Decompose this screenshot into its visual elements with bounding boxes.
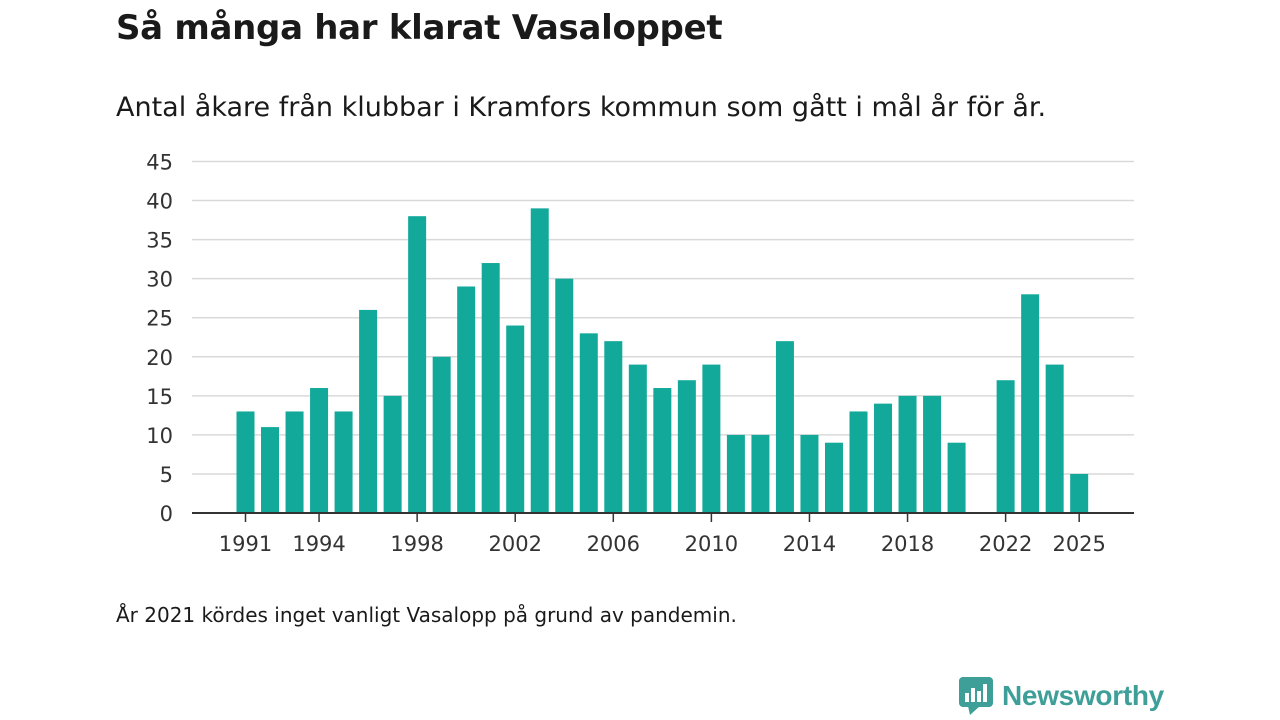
bar-1993 [285,411,304,513]
bar-1999 [432,356,451,513]
y-tick-label: 30 [146,268,173,292]
bar-1996 [359,309,378,513]
bar-2010 [702,364,721,513]
bar-1992 [261,427,280,513]
bar-2007 [628,364,647,513]
x-tick-label: 2010 [685,532,738,556]
bar-2009 [677,380,696,513]
bar-2015 [824,442,843,513]
bar-2023 [1021,294,1040,513]
bar-1994 [310,388,329,513]
bar-2008 [653,388,672,513]
x-tick-label: 2018 [881,532,934,556]
y-tick-label: 0 [160,502,173,526]
brand-name: Newsworthy [1002,680,1164,711]
y-axis-ticks: 0 5 10 15 20 25 30 35 40 45 [146,151,173,527]
footnote: År 2021 kördes inget vanligt Vasalopp på… [116,603,737,627]
bar-2013 [775,341,794,513]
x-tick-label: 2002 [488,532,541,556]
bar-2017 [874,403,893,513]
y-tick-label: 15 [146,385,173,409]
bar-2005 [579,333,598,513]
bar-2019 [923,395,942,513]
bar-2025 [1070,473,1089,513]
y-tick-label: 35 [146,229,173,253]
x-tick-label: 1998 [390,532,443,556]
chart-title: Så många har klarat Vasaloppet [116,8,723,48]
y-tick-label: 10 [146,424,173,448]
bar-2004 [555,278,574,513]
x-tick-label: 1994 [292,532,345,556]
bar-2018 [898,395,917,513]
bar-1998 [408,216,427,513]
chart-subtitle: Antal åkare från klubbar i Kramfors komm… [116,92,1047,123]
bar-2001 [481,263,500,513]
bar-1991 [236,411,255,513]
y-tick-label: 45 [146,151,173,175]
y-tick-label: 20 [146,346,173,370]
bar-2014 [800,434,819,513]
bar-2022 [996,380,1015,513]
y-tick-label: 40 [146,190,173,214]
x-tick-label: 2025 [1052,532,1105,556]
bar-chart-icon [959,677,993,715]
bar-2016 [849,411,868,513]
x-tick-label: 2006 [587,532,640,556]
bar-2002 [506,325,525,513]
bar-2020 [947,442,966,513]
x-tick-label: 2022 [979,532,1032,556]
bar-2000 [457,286,476,513]
x-axis: 1991 1994 1998 2002 2006 2010 2014 2018 2022 2025 [192,512,1134,556]
bar-2006 [604,341,623,513]
x-tick-label: 2014 [783,532,836,556]
bars [236,208,1089,513]
bar-2024 [1045,364,1064,513]
y-tick-label: 25 [146,307,173,331]
y-tick-label: 5 [160,463,173,487]
newsworthy-logo: Newsworthy [958,676,1164,716]
bar-2003 [530,208,549,513]
bar-1997 [383,395,402,513]
bar-1995 [334,411,353,513]
bar-2012 [751,434,770,513]
x-tick-label: 1991 [219,532,272,556]
bar-2011 [726,434,745,513]
